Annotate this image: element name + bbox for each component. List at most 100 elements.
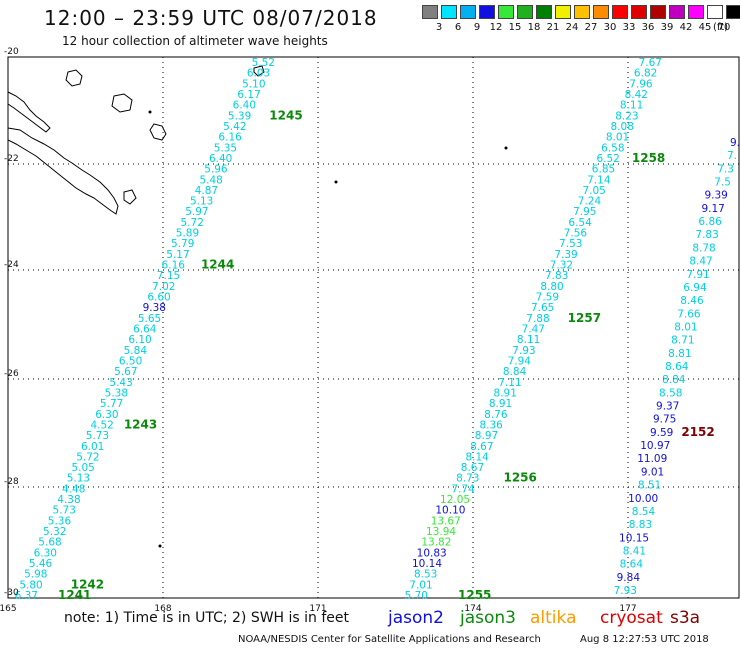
wave-height-label: 8.01	[674, 321, 697, 333]
legend-swatch-label: 21	[546, 22, 560, 33]
page-subtitle: 12 hour collection of altimeter wave hei…	[62, 34, 328, 48]
wave-height-label: 5.36	[48, 515, 72, 527]
wave-height-label: 7.01	[409, 579, 432, 591]
track-left: 5.526.035.106.176.405.395.426.165.356.40…	[15, 57, 303, 602]
wave-height-label: 6.52	[596, 153, 619, 165]
wave-height-label: 5.05	[71, 462, 94, 474]
wave-height-label: 5.67	[114, 366, 137, 378]
wave-height-label: 6.60	[147, 292, 170, 304]
wave-height-label: 8.11	[620, 100, 643, 112]
legend-swatch-label: 27	[584, 22, 598, 33]
footnote: note: 1) Time is in UTC; 2) SWH is in fe…	[64, 610, 350, 626]
pass-time-label: 1257	[568, 311, 601, 325]
islet-a	[148, 110, 152, 114]
wave-height-label: 8.91	[494, 387, 517, 399]
legend-swatch	[669, 5, 685, 19]
wave-height-label: 7.3	[717, 163, 734, 175]
wave-height-label: 5.32	[43, 526, 66, 538]
wave-height-label: 8.42	[625, 89, 648, 101]
wave-height-label: 7.93	[614, 585, 637, 597]
legend-swatch	[593, 5, 609, 19]
wave-height-label: 12.05	[440, 494, 470, 506]
wave-height-label: 7.32	[550, 260, 573, 272]
wave-height-label: 5.77	[100, 398, 123, 410]
wave-height-label: 7.83	[545, 270, 568, 282]
wave-height-label: 6.40	[209, 153, 232, 165]
latitude-tick-label: -28	[4, 477, 19, 487]
wave-height-label: 7.93	[512, 345, 535, 357]
wave-height-label: 13.94	[426, 526, 456, 538]
wave-height-label: 13.67	[431, 515, 461, 527]
wave-height-label: 7.56	[564, 228, 588, 240]
pass-time-label: 1256	[503, 471, 536, 485]
longitude-tick-label: 168	[154, 604, 171, 614]
legend-swatch	[479, 5, 495, 19]
legend-swatch-label: 15	[508, 22, 522, 33]
wave-height-label: 8.91	[489, 398, 512, 410]
latitude-tick-label: -22	[4, 154, 19, 164]
wave-height-label: 10.10	[435, 505, 465, 517]
wave-height-label: 10.97	[640, 440, 670, 452]
mission-label-altika: altika	[530, 608, 577, 628]
wave-height-label: 8.11	[517, 334, 540, 346]
wave-height-label: 5.73	[86, 430, 109, 442]
wave-height-label: 8.53	[414, 569, 437, 581]
wave-height-label: 6.82	[634, 68, 657, 80]
latitude-tick-label: -26	[4, 369, 19, 379]
wave-height-label: 8.64	[620, 559, 644, 571]
wave-height-label: 5.17	[166, 249, 189, 261]
latitude-tick-label: -24	[4, 260, 19, 270]
wave-height-label: 7.91	[686, 269, 709, 281]
legend-swatch-label: 36	[641, 22, 655, 33]
legend-swatch-label: 42	[679, 22, 693, 33]
wave-height-label: 8.64	[665, 361, 689, 373]
legend-swatch-label: 33	[622, 22, 636, 33]
wave-height-label: 4.52	[90, 419, 113, 431]
wave-height-label: 8.01	[606, 132, 629, 144]
legend-swatch	[460, 5, 476, 19]
wave-height-label: 8.84	[503, 366, 527, 378]
legend-swatch-label: 6	[454, 22, 462, 33]
wave-height-label: 9.84	[617, 572, 641, 584]
wave-height-label: 6.40	[233, 100, 256, 112]
wave-height-label: 4.87	[195, 185, 218, 197]
pass-time-label: 2152	[681, 425, 714, 439]
wave-height-label: 7.88	[526, 313, 549, 325]
wave-height-label: 6.16	[218, 132, 242, 144]
wave-height-label: 8.23	[615, 110, 638, 122]
wave-height-label: 4.48	[62, 483, 85, 495]
wave-height-label: 5.72	[76, 451, 99, 463]
wave-height-label: 9.37	[656, 401, 679, 413]
wave-height-label: 7.83	[695, 229, 718, 241]
legend-swatch-label: 70	[717, 22, 731, 33]
wave-height-label: 5.73	[53, 505, 76, 517]
wave-height-label: 8.36	[479, 419, 503, 431]
wave-height-label: 9.39	[704, 190, 727, 202]
wave-height-label: 6.64	[133, 324, 157, 336]
wave-height-label: 5.42	[223, 121, 246, 133]
legend-swatch-label: 24	[565, 22, 579, 33]
wave-height-label: 7.96	[629, 78, 653, 90]
wave-height-label: 5.72	[181, 217, 204, 229]
wave-height-label: 5.98	[24, 569, 47, 581]
altimeter-tracks: 5.526.035.106.176.405.395.426.165.356.40…	[15, 57, 740, 602]
wave-height-label: 11.09	[637, 453, 667, 465]
wave-height-label: 6.03	[247, 68, 270, 80]
legend-swatch	[555, 5, 571, 19]
mission-label-jason2: jason2	[388, 608, 444, 628]
legend-swatch-label: 3	[435, 22, 443, 33]
latitude-tick-label: -30	[4, 588, 19, 598]
wave-height-label: 8.71	[671, 335, 694, 347]
wave-height-label: 5.80	[19, 579, 42, 591]
legend-swatch	[441, 5, 457, 19]
map-grid	[7, 56, 740, 599]
wave-height-label: 8.84	[662, 374, 686, 386]
wave-height-label: 6.17	[237, 89, 260, 101]
wave-height-label: 5.70	[405, 590, 428, 602]
wave-height-label: 8.73	[456, 473, 479, 485]
wave-height-label: 8.67	[470, 441, 493, 453]
legend-swatch-label: 9	[473, 22, 481, 33]
page-title: 12:00 – 23:59 UTC 08/07/2018	[44, 6, 378, 30]
wave-height-label: 9.	[730, 137, 740, 149]
